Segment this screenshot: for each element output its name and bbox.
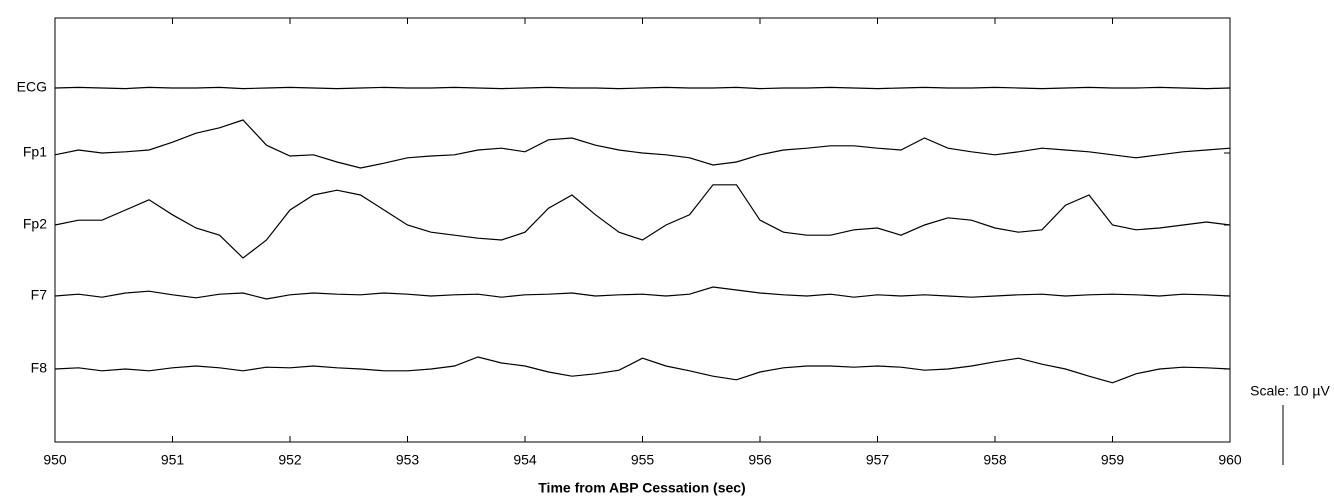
trace <box>54 184 1231 259</box>
channel-label: F8 <box>31 360 48 376</box>
trace <box>54 86 1231 90</box>
channel-label: Fp2 <box>23 216 47 232</box>
x-tick-label: 950 <box>43 452 67 468</box>
scale-label: Scale: 10 µV <box>1250 383 1330 399</box>
x-tick-label: 959 <box>1101 452 1125 468</box>
trace <box>54 356 1231 384</box>
x-tick-label: 955 <box>631 452 655 468</box>
channel-label: F7 <box>31 287 48 303</box>
x-tick-label: 952 <box>278 452 302 468</box>
channel-label: Fp1 <box>23 144 47 160</box>
x-tick-label: 957 <box>866 452 890 468</box>
plot-frame <box>54 17 1231 443</box>
x-tick-label: 960 <box>1218 452 1242 468</box>
trace <box>54 286 1231 300</box>
trace <box>54 119 1231 169</box>
x-tick-label: 951 <box>161 452 185 468</box>
x-axis-label: Time from ABP Cessation (sec) <box>538 480 745 496</box>
x-tick-label: 953 <box>396 452 420 468</box>
x-tick-label: 956 <box>748 452 772 468</box>
channel-label: ECG <box>17 79 47 95</box>
x-tick-label: 958 <box>983 452 1007 468</box>
x-tick-label: 954 <box>513 452 537 468</box>
